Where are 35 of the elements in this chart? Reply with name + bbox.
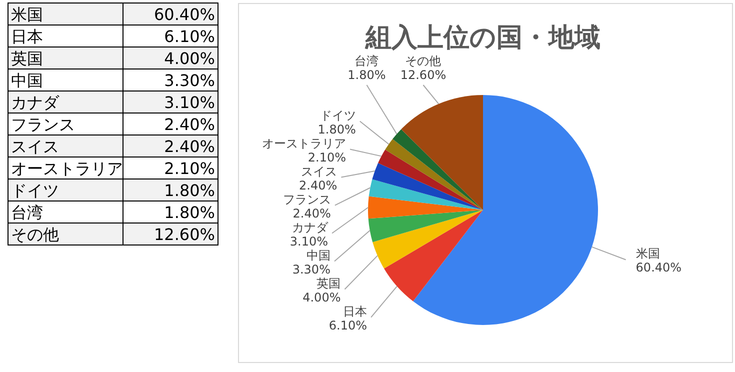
pie-slice: [372, 210, 483, 269]
pie-slice: [401, 95, 483, 210]
slice-label: 米国: [636, 246, 660, 261]
data-label: 2.40%: [292, 206, 331, 220]
data-label: 2.40%: [299, 178, 338, 192]
slice-label: その他: [405, 54, 442, 68]
slice-label: オーストラリア: [262, 136, 346, 150]
slice-label: 英国: [316, 276, 341, 290]
pie-slice: [384, 210, 483, 302]
pie-slice: [368, 210, 483, 242]
pie-slice: [378, 150, 483, 210]
data-label: 3.30%: [292, 262, 330, 276]
data-label: 1.80%: [318, 122, 356, 136]
pie-slice: [413, 95, 598, 325]
slice-label: 中国: [306, 248, 330, 262]
data-label: 12.60%: [400, 68, 446, 82]
slice-label: フランス: [282, 192, 331, 206]
value-table: 米国 60.40% 日本 6.10% 英国 4.00% 中国 3.30% カナダ 3.10% フランス 2.40% スイス 2.40% オーストラリア 2.10% ドイツ 1.80% 台湾 1.80% その他 12.60%: [8, 2, 218, 246]
slice-label: カナダ: [292, 220, 330, 234]
data-label: 60.40%: [636, 260, 682, 275]
slice-label: ドイツ: [320, 108, 356, 122]
slice-label: 日本: [343, 304, 368, 318]
slice-label: 台湾: [354, 54, 379, 68]
chart-title: 組入上位の国・地域: [364, 23, 600, 53]
pie-slice: [392, 129, 483, 210]
pie-slice: [368, 179, 483, 210]
pie-slice: [372, 163, 483, 210]
data-label: 3.10%: [290, 234, 328, 248]
pie-slice: [368, 196, 483, 219]
data-label: 1.80%: [348, 68, 386, 82]
data-label: 2.10%: [308, 150, 346, 164]
data-label: 6.10%: [328, 318, 368, 332]
pie-slice: [385, 138, 483, 210]
slice-label: スイス: [301, 164, 338, 178]
data-label: 4.00%: [302, 290, 341, 304]
